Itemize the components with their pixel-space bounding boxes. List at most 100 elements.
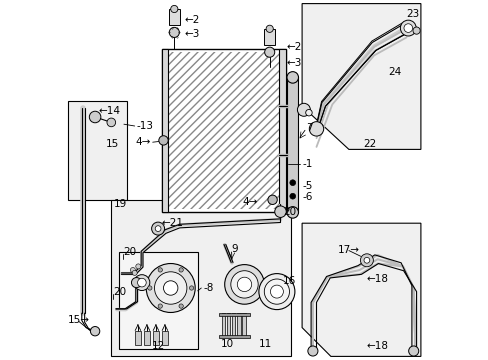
Circle shape	[189, 286, 193, 290]
Circle shape	[130, 267, 135, 273]
Bar	[162, 49, 168, 212]
Circle shape	[170, 5, 178, 13]
Circle shape	[237, 277, 251, 292]
Bar	[286, 77, 298, 212]
Circle shape	[305, 109, 311, 116]
Circle shape	[265, 25, 273, 32]
Text: -1: -1	[302, 159, 312, 169]
Circle shape	[224, 265, 264, 304]
Circle shape	[297, 103, 310, 116]
Text: ←14: ←14	[99, 106, 121, 116]
Text: 16: 16	[282, 276, 295, 286]
Text: -13: -13	[136, 121, 153, 131]
Circle shape	[179, 268, 183, 272]
Circle shape	[179, 304, 183, 308]
Text: -8: -8	[203, 283, 213, 293]
Circle shape	[286, 207, 298, 218]
Text: ←3: ←3	[286, 58, 302, 68]
Bar	[226, 313, 230, 337]
Circle shape	[289, 193, 295, 199]
Text: 9: 9	[231, 244, 238, 255]
Circle shape	[169, 27, 179, 37]
Circle shape	[131, 278, 141, 288]
Text: ←18: ←18	[366, 341, 388, 351]
Circle shape	[289, 180, 295, 186]
Bar	[237, 313, 240, 337]
Bar	[231, 313, 235, 337]
Circle shape	[107, 118, 115, 127]
Text: 7: 7	[306, 123, 312, 133]
Circle shape	[309, 122, 323, 136]
Bar	[219, 313, 249, 316]
Text: 15→: 15→	[68, 315, 90, 325]
Text: 17→: 17→	[337, 245, 359, 255]
Circle shape	[132, 270, 137, 275]
Bar	[143, 331, 150, 345]
Text: ←2: ←2	[184, 15, 199, 25]
Bar	[152, 331, 159, 345]
Text: ←18: ←18	[366, 274, 388, 284]
Circle shape	[274, 206, 285, 217]
Polygon shape	[111, 200, 291, 356]
Circle shape	[412, 27, 419, 34]
Circle shape	[360, 254, 373, 267]
Circle shape	[90, 327, 100, 336]
Circle shape	[230, 271, 258, 298]
Text: ←3: ←3	[184, 29, 199, 39]
Bar	[162, 49, 285, 212]
Text: 20: 20	[283, 207, 296, 217]
Text: -5: -5	[302, 181, 312, 191]
Circle shape	[137, 278, 146, 287]
Bar	[118, 252, 197, 349]
Circle shape	[158, 304, 162, 308]
Text: 19: 19	[113, 199, 126, 210]
Bar	[279, 49, 285, 212]
Text: 23: 23	[406, 9, 419, 19]
Circle shape	[134, 275, 149, 291]
Text: 4→: 4→	[243, 197, 258, 207]
Text: 22: 22	[363, 139, 376, 149]
Text: 10: 10	[220, 339, 233, 349]
Circle shape	[403, 24, 412, 32]
Circle shape	[270, 285, 283, 298]
Polygon shape	[302, 223, 420, 356]
Circle shape	[89, 111, 101, 123]
Text: ←21: ←21	[162, 218, 183, 228]
Circle shape	[286, 72, 298, 83]
Bar	[242, 313, 245, 337]
Bar	[264, 29, 275, 45]
Circle shape	[408, 346, 418, 356]
Bar	[165, 52, 282, 209]
Circle shape	[154, 272, 186, 304]
Circle shape	[151, 222, 164, 235]
Circle shape	[264, 279, 289, 304]
Circle shape	[363, 257, 369, 263]
Text: 15: 15	[106, 139, 119, 149]
Circle shape	[163, 281, 178, 295]
Text: 12: 12	[151, 341, 164, 351]
Circle shape	[307, 346, 317, 356]
Bar	[222, 313, 225, 337]
Bar	[134, 331, 141, 345]
Text: 4→: 4→	[135, 137, 151, 147]
Circle shape	[264, 47, 274, 57]
Bar	[219, 335, 249, 338]
Circle shape	[155, 226, 161, 231]
Bar	[168, 9, 179, 25]
Text: 20: 20	[122, 247, 136, 257]
Text: 20: 20	[113, 287, 126, 297]
Circle shape	[147, 286, 152, 290]
Circle shape	[146, 264, 195, 312]
Circle shape	[136, 264, 141, 269]
Circle shape	[159, 136, 168, 145]
Text: ←2: ←2	[286, 42, 302, 52]
Text: 24: 24	[387, 67, 401, 77]
Circle shape	[258, 274, 294, 310]
Bar	[162, 331, 168, 345]
Circle shape	[267, 195, 277, 204]
Text: 11: 11	[258, 339, 271, 349]
Circle shape	[158, 268, 162, 272]
Text: -6: -6	[302, 192, 312, 202]
Polygon shape	[68, 101, 127, 200]
Circle shape	[400, 20, 415, 36]
